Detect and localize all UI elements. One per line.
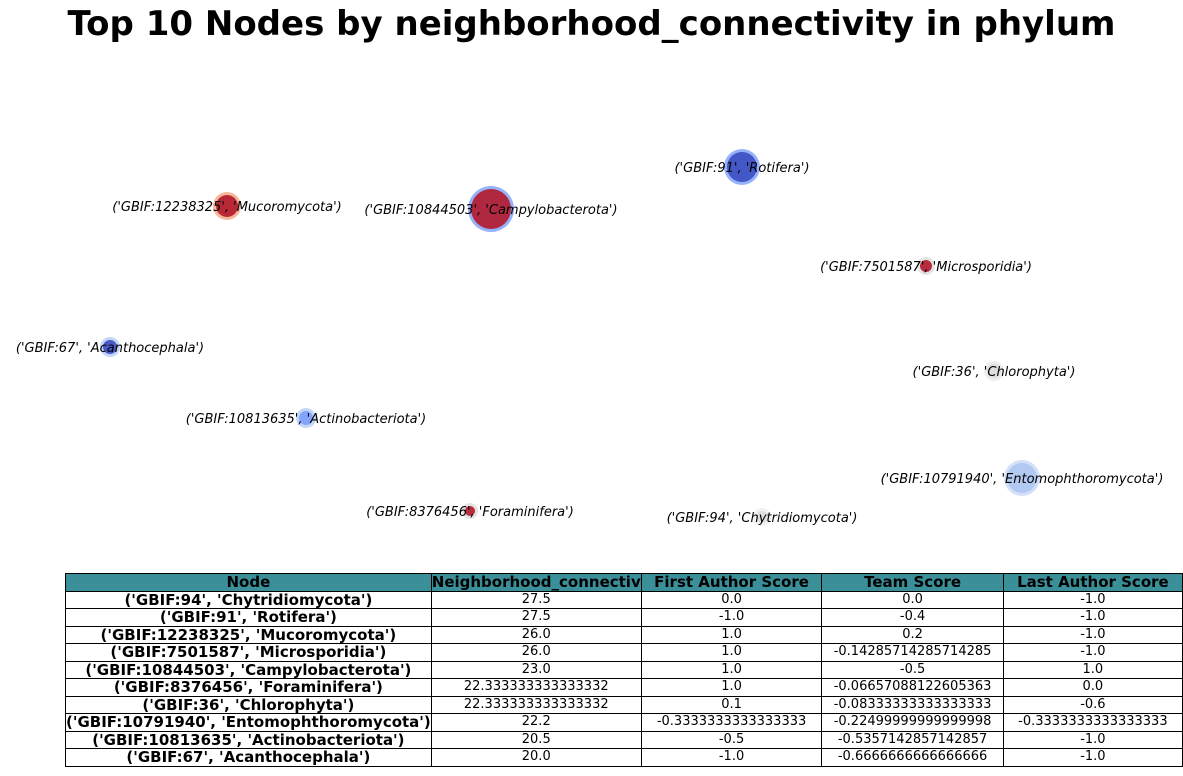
table-cell: 26.0 <box>430 625 642 644</box>
column-header: Node <box>65 573 432 592</box>
table-body: ('GBIF:94', 'Chytridiomycota') 27.5 0.0 0.0… <box>65 590 1183 767</box>
table-row: ('GBIF:12238325', 'Mucoromycota') 26.0 1.0… <box>65 625 1183 644</box>
network-node <box>103 340 117 354</box>
table-cell: 1.0 <box>1002 660 1183 679</box>
table-cell: -0.4 <box>821 608 1004 627</box>
table-cell: 1.0 <box>640 643 823 662</box>
table-cell: -0.06657088122605363 <box>821 678 1004 697</box>
table-row: ('GBIF:10844503', 'Campylobacterota') 23.… <box>65 660 1183 679</box>
row-header-cell: ('GBIF:10844503', 'Campylobacterota') <box>65 660 432 679</box>
table-cell: -0.6 <box>1002 695 1183 714</box>
node-label: ('GBIF:10791940', 'Entomophthoromycota') <box>881 472 1164 487</box>
node-label: ('GBIF:91', 'Rotifera') <box>674 161 809 176</box>
table-cell: 27.5 <box>430 608 642 627</box>
table-cell: 26.0 <box>430 643 642 662</box>
table-cell: -0.6666666666666666 <box>821 748 1004 767</box>
table-cell: 1.0 <box>640 678 823 697</box>
row-header-cell: ('GBIF:67', 'Acanthocephala') <box>65 748 432 767</box>
network-node <box>216 195 238 217</box>
table-cell: -1.0 <box>1002 590 1183 609</box>
table-cell: 22.333333333333332 <box>430 678 642 697</box>
table-cell: 1.0 <box>640 625 823 644</box>
table-cell: 0.0 <box>640 590 823 609</box>
table-cell: -1.0 <box>1002 625 1183 644</box>
table-cell: 22.2 <box>430 713 642 732</box>
table-cell: -0.5 <box>821 660 1004 679</box>
row-header-cell: ('GBIF:94', 'Chytridiomycota') <box>65 590 432 609</box>
data-table: Node Neighborhood_connectiv First Author S… <box>65 573 1183 767</box>
row-header-cell: ('GBIF:36', 'Chlorophyta') <box>65 695 432 714</box>
table-header-row: Node Neighborhood_connectiv First Author S… <box>65 573 1183 592</box>
table-cell: 20.5 <box>430 730 642 749</box>
table-cell: -1.0 <box>640 748 823 767</box>
row-header-cell: ('GBIF:12238325', 'Mucoromycota') <box>65 625 432 644</box>
table-cell: 27.5 <box>430 590 642 609</box>
table-cell: -0.22499999999999998 <box>821 713 1004 732</box>
table-cell: -0.08333333333333333 <box>821 695 1004 714</box>
table-cell: -0.3333333333333333 <box>640 713 823 732</box>
network-node <box>756 511 768 523</box>
table-row: ('GBIF:67', 'Acanthocephala') 20.0 -1.0 -0.… <box>65 748 1183 767</box>
network-node <box>727 152 757 182</box>
table-row: ('GBIF:10791940', 'Entomophthoromycota')… <box>65 713 1183 732</box>
node-label: ('GBIF:10813635', 'Actinobacteriota') <box>186 412 426 427</box>
table-cell: -0.5357142857142857 <box>821 730 1004 749</box>
row-header-cell: ('GBIF:8376456', 'Foraminifera') <box>65 678 432 697</box>
network-node <box>465 506 475 516</box>
table-cell: -0.5 <box>640 730 823 749</box>
node-label: ('GBIF:94', 'Chytridiomycota') <box>667 511 858 526</box>
table-cell: -1.0 <box>640 608 823 627</box>
column-header: Last Author Score <box>1002 573 1183 592</box>
table-cell: -0.14285714285714285 <box>821 643 1004 662</box>
network-node <box>987 364 1001 378</box>
table-cell: -1.0 <box>1002 748 1183 767</box>
table-row: ('GBIF:91', 'Rotifera') 27.5 -1.0 -0.4 -1.0 <box>65 608 1183 627</box>
row-header-cell: ('GBIF:10813635', 'Actinobacteriota') <box>65 730 432 749</box>
table-cell: 0.1 <box>640 695 823 714</box>
network-node <box>299 411 313 425</box>
table-cell: 1.0 <box>640 660 823 679</box>
table-cell: -1.0 <box>1002 730 1183 749</box>
node-label: ('GBIF:10844503', 'Campylobacterota') <box>364 203 617 218</box>
row-header-cell: ('GBIF:91', 'Rotifera') <box>65 608 432 627</box>
column-header: First Author Score <box>640 573 823 592</box>
table-cell: 22.333333333333332 <box>430 695 642 714</box>
table-cell: 0.0 <box>1002 678 1183 697</box>
table-cell: -0.3333333333333333 <box>1002 713 1183 732</box>
node-label: ('GBIF:12238325', 'Mucoromycota') <box>112 200 341 215</box>
node-label: ('GBIF:7501587', 'Microsporidia') <box>820 260 1032 275</box>
table-cell: 23.0 <box>430 660 642 679</box>
table-cell: 0.2 <box>821 625 1004 644</box>
node-label: ('GBIF:8376456', 'Foraminifera') <box>366 505 574 520</box>
row-header-cell: ('GBIF:7501587', 'Microsporidia') <box>65 643 432 662</box>
column-header: Neighborhood_connectiv <box>430 573 642 592</box>
node-label: ('GBIF:36', 'Chlorophyta') <box>913 365 1076 380</box>
table-row: ('GBIF:94', 'Chytridiomycota') 27.5 0.0 0.0… <box>65 590 1183 609</box>
network-plot: ('GBIF:12238325', 'Mucoromycota') ('GBIF:… <box>16 149 1164 526</box>
network-node <box>1007 463 1037 493</box>
network-node <box>471 189 511 229</box>
table-cell: 20.0 <box>430 748 642 767</box>
table-row: ('GBIF:7501587', 'Microsporidia') 26.0 1.0… <box>65 643 1183 662</box>
node-label: ('GBIF:67', 'Acanthocephala') <box>16 341 204 356</box>
column-header: Team Score <box>821 573 1004 592</box>
table-cell: -1.0 <box>1002 643 1183 662</box>
row-header-cell: ('GBIF:10791940', 'Entomophthoromycota') <box>65 713 432 732</box>
table-row: ('GBIF:10813635', 'Actinobacteriota') 20.… <box>65 730 1183 749</box>
chart-title: Top 10 Nodes by neighborhood_connectivit… <box>67 4 1116 44</box>
table-row: ('GBIF:8376456', 'Foraminifera') 22.33333… <box>65 678 1183 697</box>
table-cell: -1.0 <box>1002 608 1183 627</box>
network-node <box>920 260 932 272</box>
table-cell: 0.0 <box>821 590 1004 609</box>
table-row: ('GBIF:36', 'Chlorophyta') 22.33333333333… <box>65 695 1183 714</box>
